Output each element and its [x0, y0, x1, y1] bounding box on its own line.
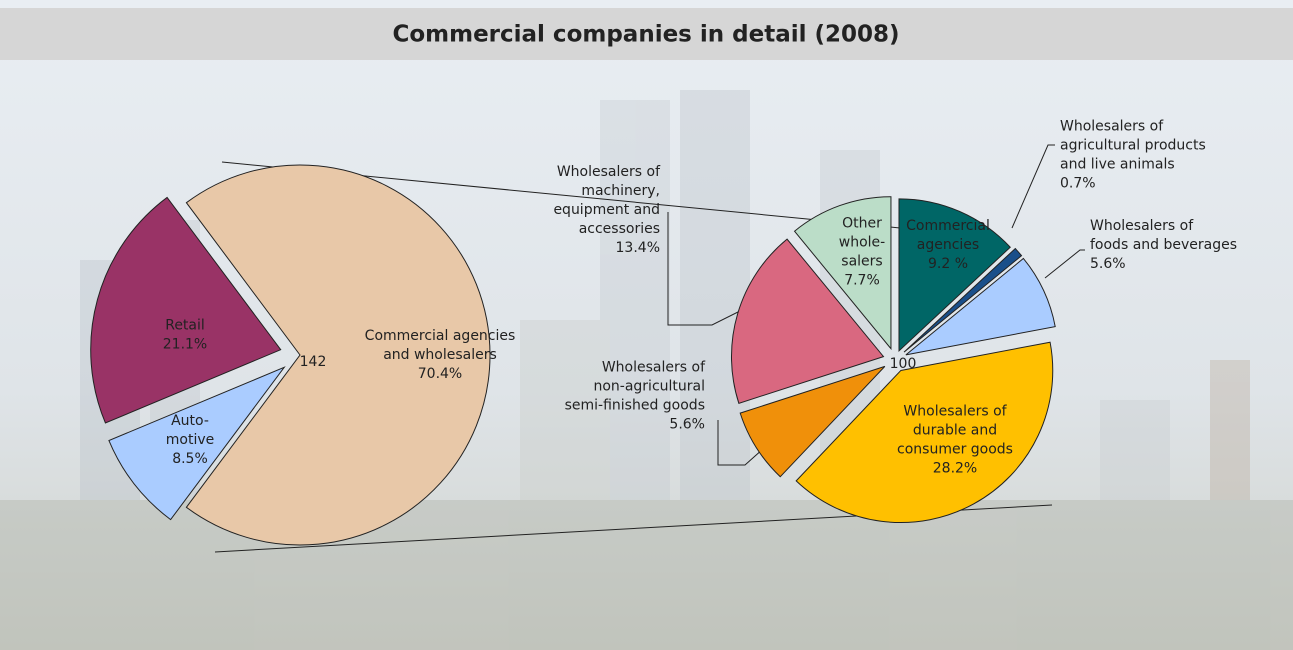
pie-slice — [90, 196, 282, 424]
chart-title: Commercial companies in detail (2008) — [392, 22, 899, 48]
pie-slice — [185, 164, 491, 546]
slice-label: Auto- — [171, 413, 209, 429]
slice-label: consumer goods — [897, 442, 1013, 458]
leader-line — [667, 212, 763, 326]
pie-slice — [795, 341, 1054, 523]
slice-label: Wholesalers of — [557, 164, 661, 180]
slice-label: whole- — [839, 235, 885, 251]
slice-label: foods and beverages — [1090, 237, 1237, 253]
slice-label: durable and — [913, 423, 997, 439]
value-label: 5.6% — [1090, 256, 1126, 272]
value-label: 9.2 % — [928, 256, 968, 272]
value-label: 28.2% — [933, 461, 977, 477]
center-label: 100 — [890, 356, 917, 372]
value-label: 70.4% — [418, 366, 462, 382]
pie-slice — [793, 196, 892, 351]
slice-label: equipment and — [553, 202, 660, 218]
value-label: 8.5% — [172, 451, 208, 467]
pie-slice — [739, 365, 886, 478]
slice-label: accessories — [579, 221, 660, 237]
slice-label: Other — [842, 216, 882, 232]
pie-slice — [731, 238, 885, 404]
value-label: 5.6% — [669, 417, 705, 433]
slice-label: machinery, — [581, 183, 660, 199]
slice-label: Commercial — [906, 218, 990, 234]
pie-slice — [905, 257, 1056, 356]
slice-label: salers — [841, 254, 882, 270]
slice-label: Wholesalers of — [1060, 119, 1164, 135]
slice-label: and wholesalers — [383, 347, 497, 363]
pie-slice — [108, 366, 286, 521]
value-label: 13.4% — [616, 240, 660, 256]
slice-label: Wholesalers of — [903, 404, 1007, 420]
center-label: 142 — [300, 354, 327, 370]
pie-slice — [903, 247, 1023, 353]
value-label: 7.7% — [844, 273, 880, 289]
leader-line — [1044, 249, 1085, 279]
slice-label: Retail — [165, 318, 205, 334]
slice-label: agencies — [917, 237, 979, 253]
slice-label: Commercial agencies — [365, 328, 516, 344]
slice-label: Wholesalers of — [1090, 218, 1194, 234]
slice-label: agricultural products — [1060, 138, 1206, 154]
value-label: 21.1% — [163, 337, 207, 353]
slice-label: motive — [166, 432, 214, 448]
slice-label: and live animals — [1060, 157, 1175, 173]
leader-line — [1011, 144, 1055, 229]
slice-label: Wholesalers of — [602, 360, 706, 376]
value-label: 0.7% — [1060, 176, 1096, 192]
slice-label: non-agricultural — [593, 379, 705, 395]
title-bar — [0, 8, 1293, 60]
slice-label: semi-finished goods — [565, 398, 705, 414]
pie-slice — [898, 198, 1011, 352]
